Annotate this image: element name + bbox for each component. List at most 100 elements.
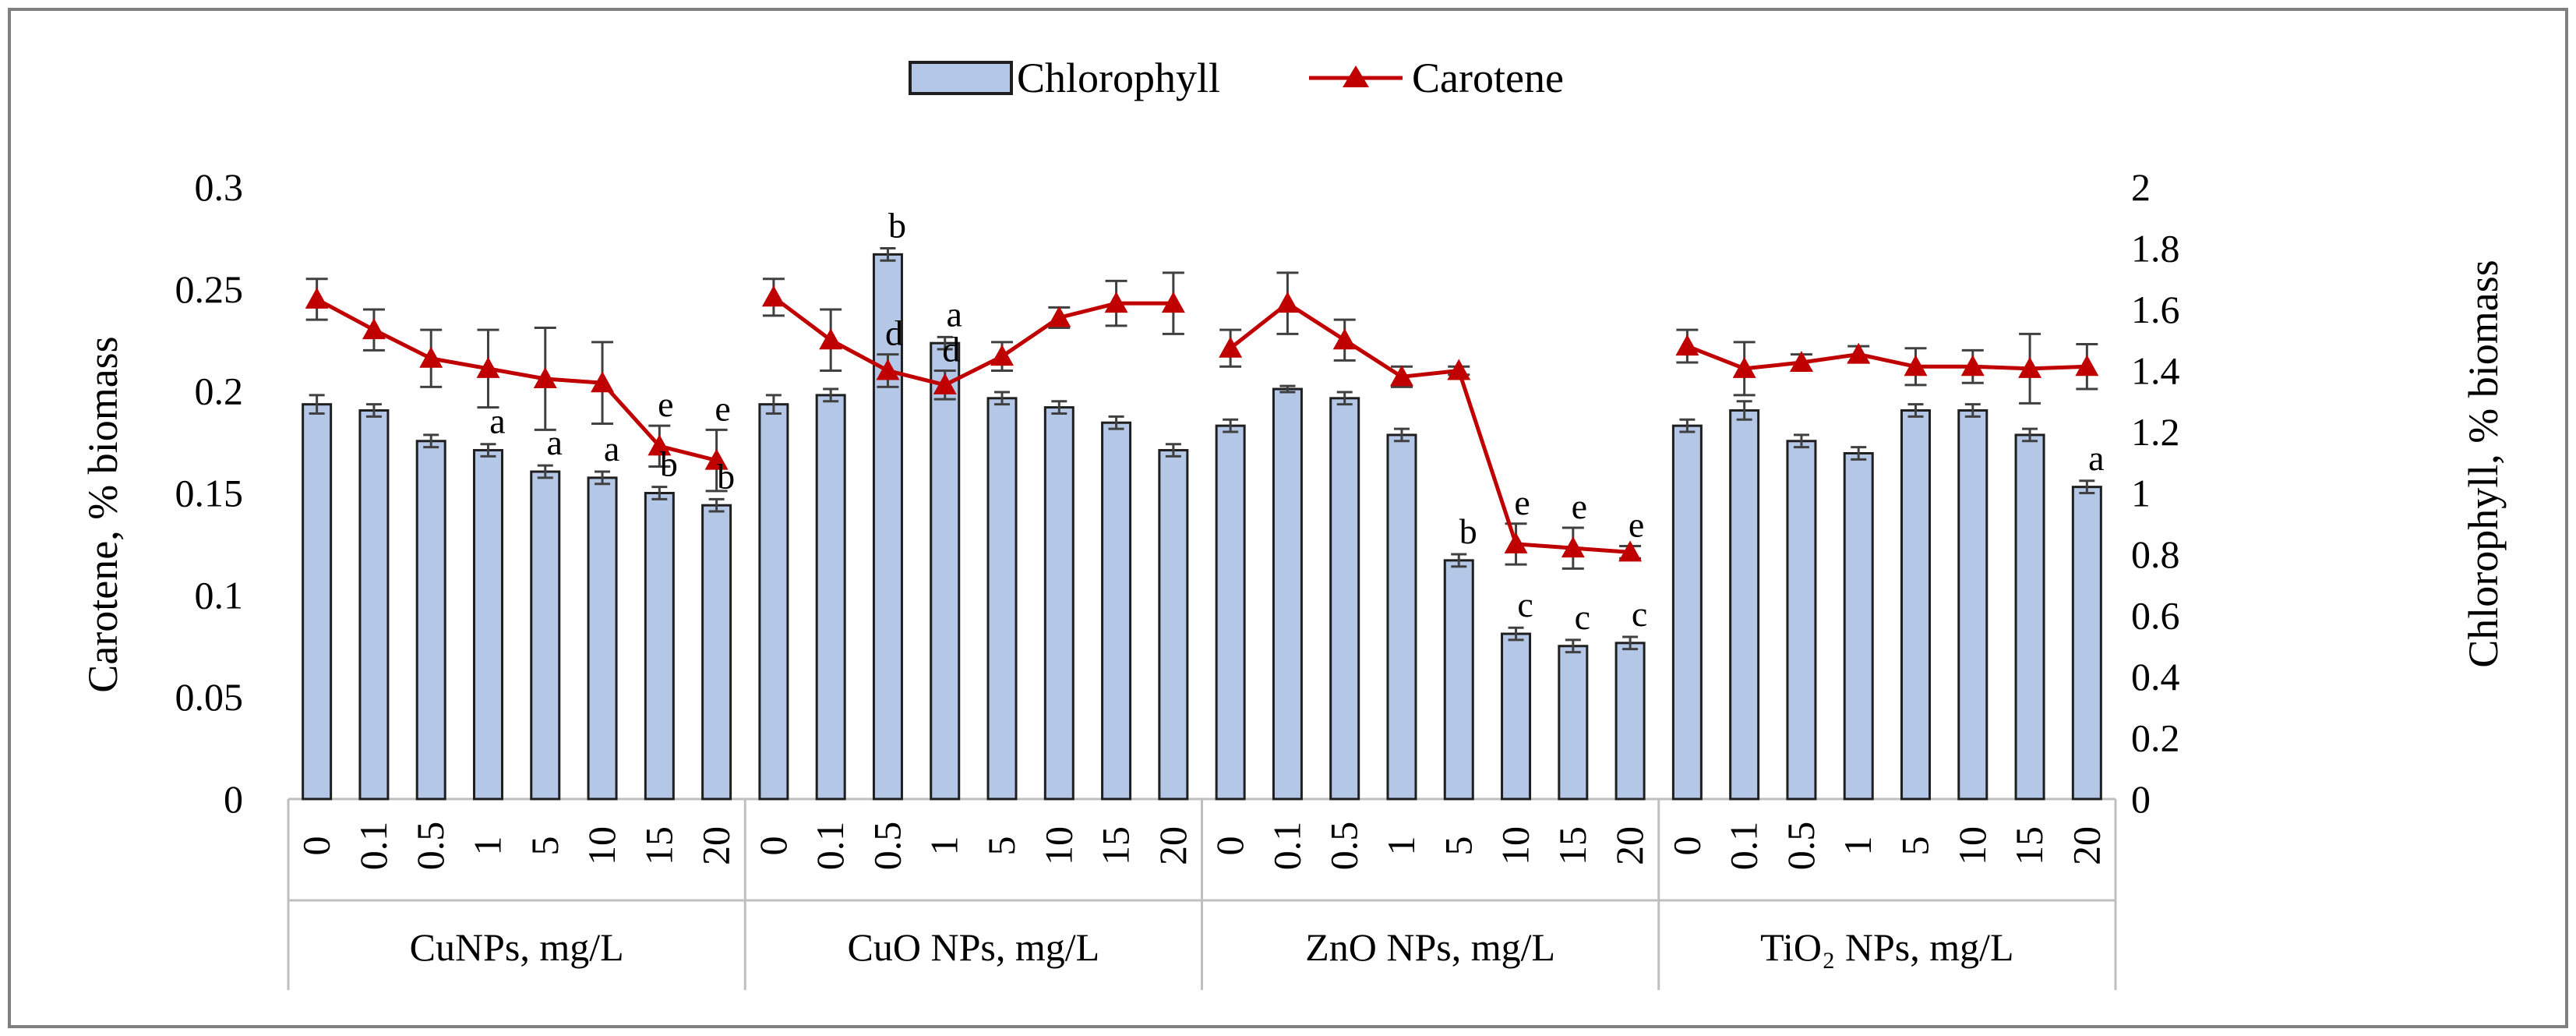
- carotene-marker: [1675, 334, 1699, 356]
- left-tick-label: 0.3: [195, 165, 244, 209]
- legend-chlorophyll-swatch: [909, 61, 1013, 95]
- chlorophyll-significance-label: b: [660, 444, 678, 484]
- chlorophyll-bar: [1671, 424, 1703, 801]
- right-tick-label: 1.8: [2131, 227, 2180, 270]
- carotene-marker: [648, 434, 672, 456]
- left-axis-title: Carotene, % biomass: [79, 336, 126, 692]
- legend-chlorophyll-label: Chlorophyll: [1017, 55, 1220, 101]
- carotene-marker: [990, 345, 1015, 366]
- concentration-label: 0.1: [808, 822, 852, 871]
- concentration-label: 5: [523, 836, 566, 856]
- carotene-marker: [819, 328, 843, 350]
- concentration-label: 10: [580, 826, 623, 865]
- concentration-label: 0: [295, 836, 338, 856]
- right-tick-label: 0.6: [2131, 594, 2180, 638]
- concentration-label: 20: [1151, 826, 1194, 865]
- chlorophyll-significance-label: c: [1517, 585, 1533, 624]
- carotene-marker: [2018, 356, 2042, 378]
- chlorophyll-significance-label: b: [888, 206, 906, 246]
- carotene-marker: [476, 356, 500, 378]
- carotene-series: [305, 271, 2099, 570]
- carotene-significance-label: e: [1629, 505, 1644, 545]
- left-tick-label: 0.1: [195, 573, 244, 617]
- chlorophyll-bar: [1043, 406, 1075, 801]
- concentration-label: 1: [923, 836, 966, 856]
- concentration-label: 0: [751, 836, 795, 856]
- chlorophyll-bar: [1786, 440, 1817, 801]
- chlorophyll-significance-label: a: [489, 401, 505, 441]
- chlorophyll-significance-label: b: [717, 456, 735, 496]
- carotene-marker: [1161, 292, 1185, 313]
- carotene-marker: [761, 285, 785, 307]
- concentration-label: 0: [1664, 836, 1708, 856]
- carotene-marker: [1104, 292, 1128, 313]
- group-label: CuNPs, mg/L: [410, 925, 624, 969]
- carotene-marker: [1389, 365, 1413, 387]
- concentration-label: 10: [1036, 826, 1080, 865]
- chlorophyll-bar: [644, 492, 675, 801]
- concentration-label: 0.1: [1265, 822, 1308, 871]
- carotene-marker: [591, 371, 615, 393]
- chlorophyll-bar: [1501, 632, 1532, 801]
- carotene-marker: [1904, 355, 1928, 377]
- carotene-line: [772, 295, 1173, 387]
- carotene-marker: [1276, 292, 1300, 313]
- legend-carotene-label: Carotene: [1412, 55, 1564, 101]
- carotene-marker: [533, 366, 557, 388]
- carotene-marker: [1789, 351, 1813, 373]
- concentration-label: 10: [1494, 826, 1537, 865]
- carotene-marker: [933, 373, 957, 394]
- chlorophyll-bar: [587, 476, 618, 801]
- right-tick-label: 1.2: [2131, 410, 2180, 454]
- chlorophyll-bar: [1329, 397, 1360, 801]
- chlorophyll-bar: [1443, 559, 1474, 801]
- concentration-label: 20: [1607, 826, 1651, 865]
- concentration-label: 1: [1836, 836, 1879, 856]
- chlorophyll-bar: [1158, 449, 1189, 801]
- legend-carotene-marker: [1343, 65, 1369, 87]
- chlorophyll-bar: [1614, 642, 1646, 801]
- chlorophyll-bar: [1729, 409, 1760, 801]
- chlorophyll-bar: [2071, 486, 2102, 801]
- right-tick-label: 1: [2131, 472, 2151, 515]
- concentration-label: 0.1: [351, 822, 395, 871]
- chlorophyll-bar: [930, 341, 961, 801]
- chlorophyll-bar: [1843, 451, 1874, 801]
- chlorophyll-bar: [2014, 433, 2045, 801]
- carotene-significance-label: e: [658, 384, 673, 424]
- carotene-marker: [876, 359, 900, 380]
- concentration-label: 15: [637, 826, 680, 865]
- chlorophyll-significance-label: a: [947, 294, 962, 334]
- right-tick-label: 2: [2131, 165, 2151, 209]
- right-tick-label: 1.6: [2131, 288, 2180, 331]
- carotene-marker: [305, 287, 329, 309]
- chlorophyll-bar: [701, 504, 732, 801]
- carotene-marker: [1732, 356, 1756, 378]
- chlorophyll-significance-label: b: [1459, 511, 1477, 551]
- concentration-label: 1: [465, 836, 509, 856]
- concentration-label: 0.5: [1322, 822, 1366, 871]
- concentration-label: 0.5: [865, 822, 909, 871]
- chlorophyll-bar: [872, 253, 903, 801]
- right-tick-label: 0.8: [2131, 532, 2180, 576]
- right-tick-label: 0: [2131, 777, 2151, 821]
- carotene-marker: [1618, 540, 1643, 562]
- concentration-label: 1: [1379, 836, 1423, 856]
- carotene-marker: [1847, 342, 1871, 364]
- chlorophyll-significance-label: a: [2088, 438, 2104, 478]
- chlorophyll-significance-label: c: [1632, 594, 1647, 634]
- left-tick-label: 0.25: [175, 267, 244, 311]
- right-axis-title: Chlorophyll, % biomass: [2460, 260, 2507, 668]
- concentration-label: 0.5: [408, 822, 452, 871]
- group-label: CuO NPs, mg/L: [848, 925, 1100, 969]
- concentration-label: 20: [2064, 826, 2108, 865]
- legend: Chlorophyll Carotene: [909, 55, 1564, 101]
- concentration-label: 15: [2007, 826, 2051, 865]
- carotene-marker: [362, 318, 386, 340]
- chlorophyll-bar: [1101, 421, 1132, 801]
- chlorophyll-bar: [1215, 424, 1246, 801]
- carotene-marker: [1447, 359, 1471, 380]
- carotene-marker: [1504, 532, 1528, 553]
